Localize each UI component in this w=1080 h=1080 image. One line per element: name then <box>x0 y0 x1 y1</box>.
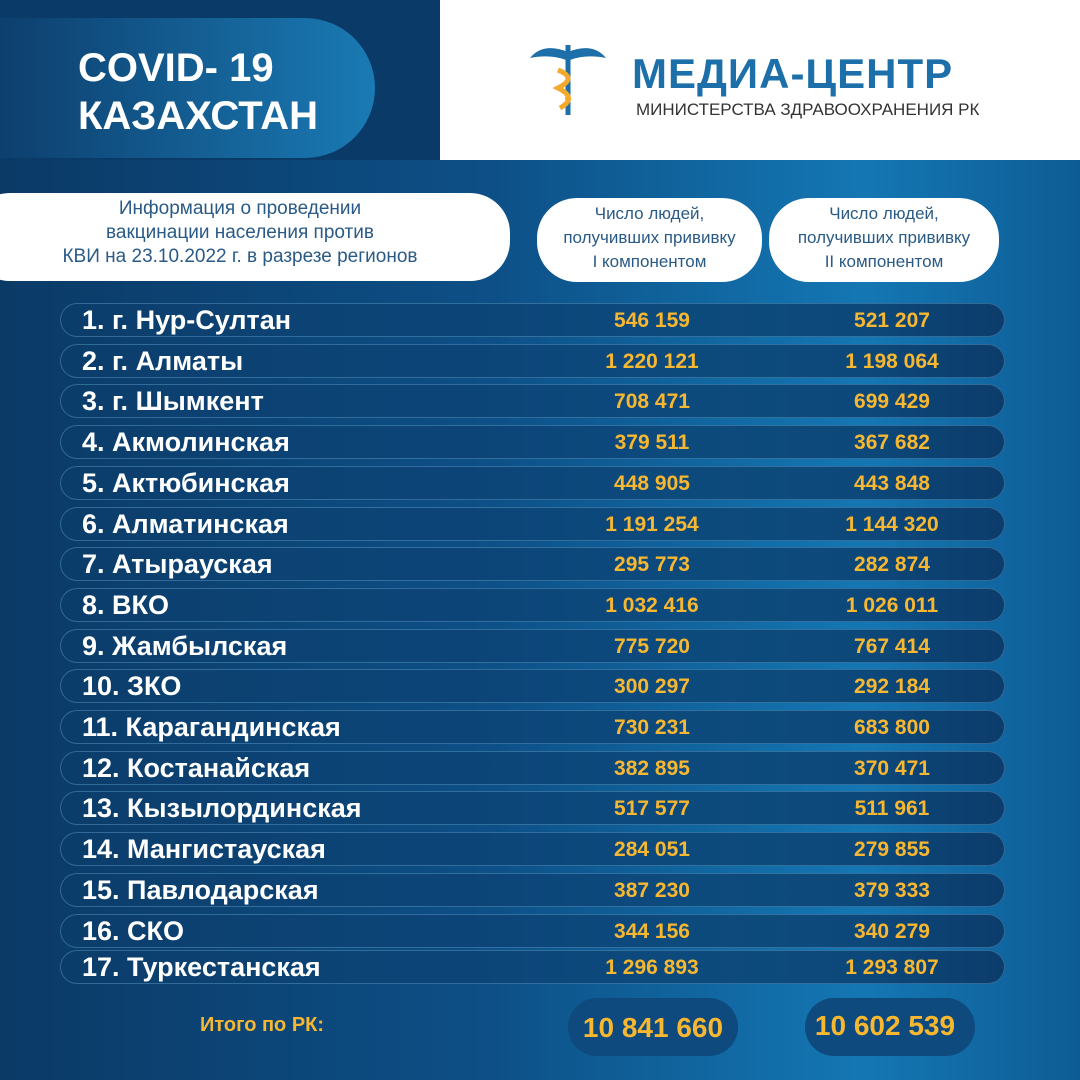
value: 443 848 <box>854 471 930 495</box>
region: 5. Актюбинская <box>82 467 290 498</box>
value: 1 220 121 <box>605 349 699 373</box>
value: 767 414 <box>854 634 930 658</box>
badge: COVID- 19 КАЗАХСТАН <box>0 18 375 158</box>
region: 2. г. Алматы <box>82 345 244 376</box>
row-bg <box>60 832 1005 867</box>
region: 14. Мангистауская <box>82 834 326 865</box>
column-header-line: получивших прививку <box>563 228 736 247</box>
region: 13. Кызылординская <box>82 793 362 824</box>
title: COVID- 19 <box>78 46 274 90</box>
value: 546 159 <box>614 309 690 332</box>
column-header-line: получивших прививку <box>797 228 971 247</box>
value: 683 800 <box>854 716 930 739</box>
column-header-line: Число людей, <box>829 204 939 223</box>
value: 699 429 <box>854 390 930 414</box>
value: 448 905 <box>614 471 690 495</box>
value: 1 198 064 <box>845 349 939 373</box>
total-value: 10 602 539 <box>814 1010 956 1041</box>
value: 1 191 254 <box>605 512 699 536</box>
row-bg <box>60 872 1005 907</box>
value: 295 773 <box>614 553 690 577</box>
total-value: 10 841 660 <box>582 1012 724 1043</box>
value: 344 156 <box>614 919 690 943</box>
row-bg <box>60 587 1005 622</box>
value: 282 874 <box>854 553 930 577</box>
value: 387 230 <box>614 878 690 902</box>
region: 8. ВКО <box>82 589 169 620</box>
region: 17. Туркестанская <box>82 952 321 982</box>
value: 708 471 <box>614 390 690 414</box>
value: 284 051 <box>614 838 690 862</box>
row-bg <box>60 425 1005 460</box>
region: 10. ЗКО <box>82 671 182 702</box>
value: 292 184 <box>854 675 930 699</box>
row-bg <box>60 669 1005 704</box>
row-bg <box>60 303 1005 337</box>
value: 1 144 320 <box>845 512 939 536</box>
region: 7. Атырауская <box>82 549 273 580</box>
value: 511 961 <box>854 797 930 821</box>
region: 6. Алматинская <box>82 508 289 539</box>
logo-icon <box>530 45 606 115</box>
region: 9. Жамбылская <box>82 630 288 661</box>
row-bg <box>60 913 1005 948</box>
column-header: Число людей, получивших прививку I компоне… <box>537 198 762 282</box>
column-header-line: II компонентом <box>824 252 944 271</box>
region: 4. Акмолинская <box>82 427 290 458</box>
row-bg <box>60 950 1005 984</box>
region: 16. СКО <box>82 915 185 946</box>
row-bg <box>60 343 1005 378</box>
region: 1. г. Нур-Султан <box>82 305 292 335</box>
value: 517 577 <box>614 797 690 821</box>
value: 1 293 807 <box>845 956 939 979</box>
value: 340 279 <box>854 919 930 943</box>
row-bg <box>60 547 1005 582</box>
region: 15. Павлодарская <box>82 874 319 905</box>
row-bg <box>60 710 1005 744</box>
region: 11. Карагандинская <box>82 712 341 742</box>
caption: Информация о проведении вакцинации населе… <box>0 193 510 281</box>
value: 521 207 <box>854 309 930 332</box>
row-bg <box>60 384 1005 419</box>
logo-subtitle: МИНИСТЕРСТВА ЗДРАВООХРАНЕНИЯ РК <box>636 100 980 119</box>
subtitle: КАЗАХСТАН <box>78 94 318 138</box>
region: 12. Костанайская <box>82 752 311 783</box>
value: 1 026 011 <box>845 593 939 617</box>
total-label: Итого по РК: <box>200 1014 325 1036</box>
value: 379 333 <box>854 878 930 902</box>
value: 370 471 <box>854 756 930 780</box>
column-header-line: Число людей, <box>594 204 705 223</box>
column-header: Число людей, получивших прививку II компон… <box>769 198 999 282</box>
row-bg <box>60 750 1005 785</box>
row-bg <box>60 791 1005 826</box>
row-bg <box>60 506 1005 541</box>
caption-line: КВИ на 23.10.2022 г. в разрезе регионов <box>62 246 418 267</box>
value: 382 895 <box>614 756 690 780</box>
row-bg <box>60 628 1005 663</box>
value: 379 511 <box>614 431 690 455</box>
value: 279 855 <box>854 838 930 862</box>
value: 1 296 893 <box>605 956 699 979</box>
value: 300 297 <box>614 675 690 699</box>
row-bg <box>60 465 1005 500</box>
value: 1 032 416 <box>605 593 699 617</box>
value: 367 682 <box>854 431 930 455</box>
value: 775 720 <box>614 634 690 658</box>
region: 3. г. Шымкент <box>82 386 264 417</box>
column-header-line: I компонентом <box>592 252 707 271</box>
caption-line: Информация о проведении <box>118 198 362 219</box>
logo-title: МЕДИА-ЦЕНТР <box>632 50 954 97</box>
value: 730 231 <box>614 716 690 739</box>
caption-line: вакцинации населения против <box>106 222 374 243</box>
